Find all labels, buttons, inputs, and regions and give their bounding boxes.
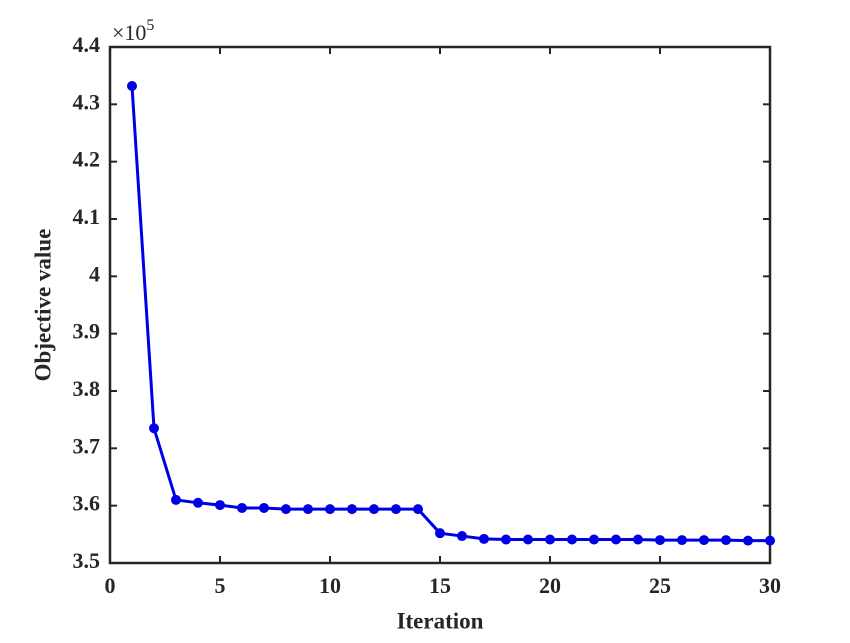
marker <box>413 504 423 515</box>
x-tick-label: 0 <box>105 573 116 598</box>
x-tick-label: 10 <box>319 573 341 598</box>
marker <box>325 504 335 515</box>
y-tick-label: 4.1 <box>73 204 101 229</box>
marker <box>457 531 467 542</box>
y-tick-label: 3.9 <box>73 319 101 344</box>
x-tick-label: 5 <box>215 573 226 598</box>
x-tick-label: 30 <box>759 573 781 598</box>
marker <box>545 534 555 545</box>
marker <box>303 504 313 515</box>
marker <box>149 423 159 434</box>
marker <box>347 504 357 515</box>
y-tick-label: 3.7 <box>73 433 101 458</box>
y-tick-label: 3.6 <box>73 491 101 516</box>
y-multiplier-exponent: 5 <box>146 17 154 34</box>
marker <box>171 494 181 505</box>
marker <box>391 504 401 515</box>
line <box>130 85 770 543</box>
marker <box>193 497 203 508</box>
y-tick-label: 4.4 <box>73 32 101 57</box>
marker <box>259 502 269 513</box>
marker <box>677 535 687 546</box>
marker <box>501 534 511 545</box>
marker <box>215 500 225 511</box>
marker <box>611 534 621 545</box>
marker <box>237 502 247 513</box>
x-tick-label: 15 <box>429 573 451 598</box>
y-multiplier: ×105 <box>112 17 154 45</box>
marker <box>655 535 665 546</box>
marker <box>633 534 643 545</box>
y-tick-label: 3.8 <box>73 376 101 401</box>
y-tick-label: 4.3 <box>73 89 101 114</box>
marker <box>281 504 291 515</box>
marker <box>567 534 577 545</box>
x-tick-label: 25 <box>649 573 671 598</box>
marker <box>523 534 533 545</box>
marker <box>743 535 753 546</box>
marker <box>765 535 775 546</box>
y-tick-label: 4 <box>89 261 100 286</box>
y-multiplier-base: ×10 <box>112 20 146 45</box>
x-axis-label: Iteration <box>397 608 484 633</box>
y-tick-label: 4.2 <box>73 147 101 172</box>
y-tick-label: 3.5 <box>73 548 101 573</box>
marker <box>127 80 137 91</box>
marker <box>721 535 731 546</box>
marker <box>589 534 599 545</box>
marker <box>435 528 445 539</box>
marker <box>699 535 709 546</box>
x-tick-label: 20 <box>539 573 561 598</box>
marker <box>369 504 379 515</box>
plot-frame <box>108 45 772 565</box>
y-axis-label: Objective value <box>30 229 55 382</box>
marker <box>479 533 489 544</box>
